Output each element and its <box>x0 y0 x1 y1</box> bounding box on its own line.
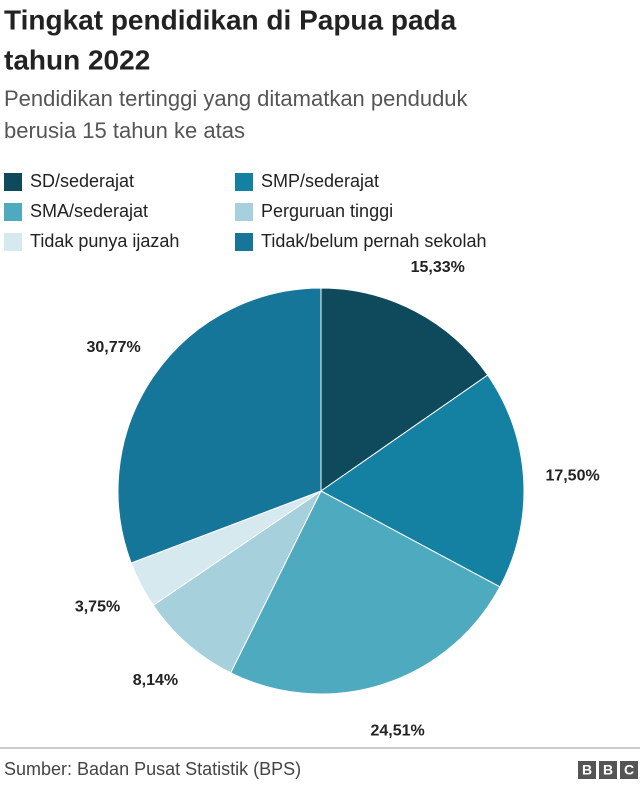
logo-letter: B <box>582 762 592 778</box>
chart-subtitle: Pendidikan tertinggi yang ditamatkan pen… <box>4 86 469 111</box>
data-label: 30,77% <box>86 339 140 356</box>
logo-box <box>599 761 617 779</box>
pie-slice <box>320 287 489 492</box>
data-label: 15,33% <box>411 259 465 276</box>
legend-swatch <box>4 203 22 221</box>
legend-label: Tidak punya ijazah <box>30 231 179 251</box>
pie-slice <box>117 287 322 564</box>
logo-box <box>620 761 638 779</box>
logo-letter: B <box>603 762 613 778</box>
legend-swatch <box>4 173 22 191</box>
chart-title: Tingkat pendidikan di Papua pada <box>4 4 457 35</box>
logo-letter: C <box>624 762 634 778</box>
chart-title: tahun 2022 <box>4 44 150 75</box>
legend-label: SMA/sederajat <box>30 201 148 221</box>
source: Sumber: Badan Pusat Statistik (BPS) <box>4 759 301 779</box>
legend-swatch <box>4 233 22 251</box>
pie-slice <box>320 374 525 588</box>
data-label: 8,14% <box>133 672 178 689</box>
legend-swatch <box>235 173 253 191</box>
data-label: 24,51% <box>370 722 424 739</box>
logo-box <box>578 761 596 779</box>
data-label: 17,50% <box>545 468 599 485</box>
pie-slice <box>152 489 323 674</box>
legend-label: SD/sederajat <box>30 171 134 191</box>
legend-label: Perguruan tinggi <box>261 201 393 221</box>
legend-label: SMP/sederajat <box>261 171 379 191</box>
data-label: 3,75% <box>75 599 120 616</box>
legend-swatch <box>235 203 253 221</box>
pie-slice <box>229 490 501 695</box>
legend-label: Tidak/belum pernah sekolah <box>261 231 486 251</box>
chart-subtitle: berusia 15 tahun ke atas <box>4 118 245 143</box>
legend-swatch <box>235 233 253 251</box>
